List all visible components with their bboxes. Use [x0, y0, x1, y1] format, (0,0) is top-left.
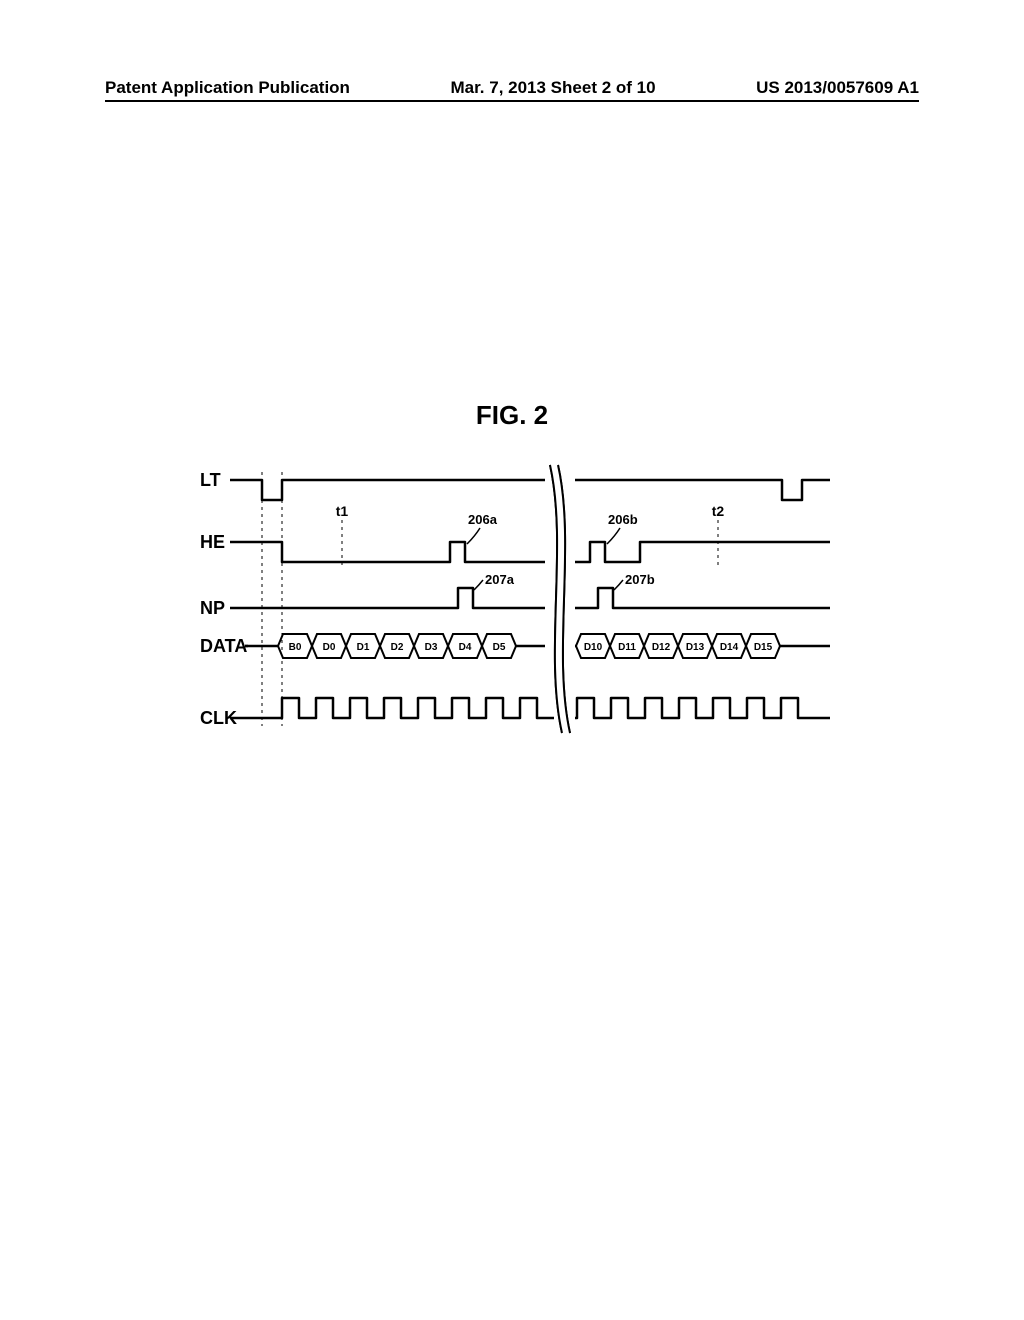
- header-rule: [105, 100, 919, 102]
- svg-text:D12: D12: [652, 642, 671, 653]
- svg-text:D11: D11: [618, 642, 636, 653]
- svg-text:B0: B0: [289, 642, 302, 653]
- svg-text:HE: HE: [200, 532, 225, 552]
- svg-text:D13: D13: [686, 642, 705, 653]
- svg-text:DATA: DATA: [200, 636, 247, 656]
- header-left: Patent Application Publication: [105, 78, 350, 98]
- svg-text:D14: D14: [720, 642, 739, 653]
- svg-text:207a: 207a: [485, 572, 515, 587]
- svg-text:t1: t1: [336, 503, 349, 519]
- header-center: Mar. 7, 2013 Sheet 2 of 10: [451, 78, 656, 98]
- svg-text:206a: 206a: [468, 512, 498, 527]
- svg-text:D1: D1: [357, 642, 370, 653]
- page: Patent Application Publication Mar. 7, 2…: [0, 0, 1024, 1320]
- svg-text:LT: LT: [200, 470, 221, 490]
- svg-text:207b: 207b: [625, 572, 655, 587]
- figure-title: FIG. 2: [0, 400, 1024, 431]
- header-right: US 2013/0057609 A1: [756, 78, 919, 98]
- svg-text:NP: NP: [200, 598, 225, 618]
- svg-text:t2: t2: [712, 503, 725, 519]
- svg-text:D2: D2: [391, 642, 404, 653]
- svg-text:D15: D15: [754, 642, 773, 653]
- svg-text:D5: D5: [493, 642, 506, 653]
- svg-text:206b: 206b: [608, 512, 638, 527]
- timing-svg: LT HE 206a 206b NP 207a 207b DATA B0 D0 D1 D2 D3 D4 D5…: [190, 460, 850, 790]
- svg-text:D0: D0: [323, 642, 336, 653]
- svg-text:D3: D3: [425, 642, 438, 653]
- timing-diagram: LT HE 206a 206b NP 207a 207b DATA B0 D0 D1 D2 D3 D4 D5…: [190, 460, 850, 790]
- svg-text:D10: D10: [584, 642, 603, 653]
- svg-text:D4: D4: [459, 642, 472, 653]
- page-header: Patent Application Publication Mar. 7, 2…: [105, 78, 919, 98]
